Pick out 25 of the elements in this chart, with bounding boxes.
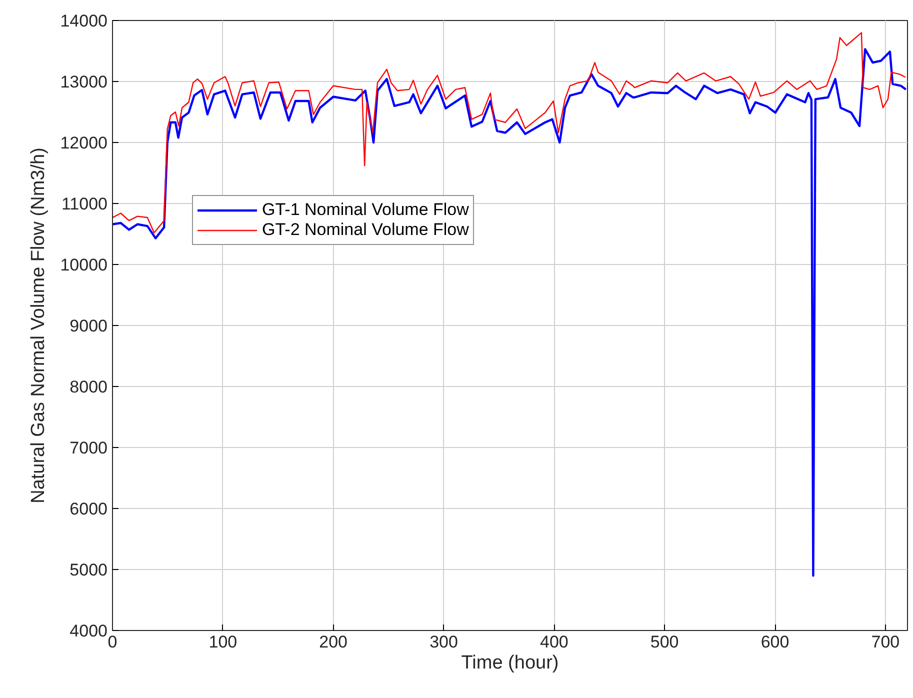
x-axis-title: Time (hour) bbox=[461, 652, 559, 674]
legend-label: GT-1 Nominal Volume Flow bbox=[262, 200, 469, 220]
y-tick-label: 8000 bbox=[70, 378, 108, 396]
x-tick-label: 200 bbox=[319, 632, 348, 652]
line-series bbox=[112, 48, 907, 577]
line-series bbox=[112, 32, 906, 234]
x-tick-label: 400 bbox=[540, 632, 568, 652]
y-tick-label: 4000 bbox=[70, 622, 108, 640]
y-tick-label: 5000 bbox=[70, 560, 108, 580]
x-tick-label: 600 bbox=[760, 632, 790, 652]
x-tick-label: 100 bbox=[208, 632, 238, 652]
x-tick-label: 300 bbox=[430, 632, 458, 652]
y-tick-label: 9000 bbox=[70, 316, 108, 336]
x-tick-label: 700 bbox=[871, 632, 900, 652]
y-tick-label: 7000 bbox=[70, 438, 108, 458]
y-tick-label: 13000 bbox=[60, 72, 108, 92]
x-tick-label: 0 bbox=[108, 632, 118, 652]
y-axis-title: Natural Gas Normal Volume Flow (Nm3/h) bbox=[28, 148, 50, 504]
y-tick-label: 6000 bbox=[70, 500, 108, 518]
y-tick-label: 10000 bbox=[60, 256, 108, 274]
legend-label: GT-2 Nominal Volume Flow bbox=[262, 220, 469, 240]
y-tick-label: 14000 bbox=[60, 12, 108, 30]
x-tick-label: 500 bbox=[650, 632, 679, 652]
y-tick-label: 12000 bbox=[60, 134, 108, 152]
y-tick-label: 11000 bbox=[61, 194, 108, 214]
